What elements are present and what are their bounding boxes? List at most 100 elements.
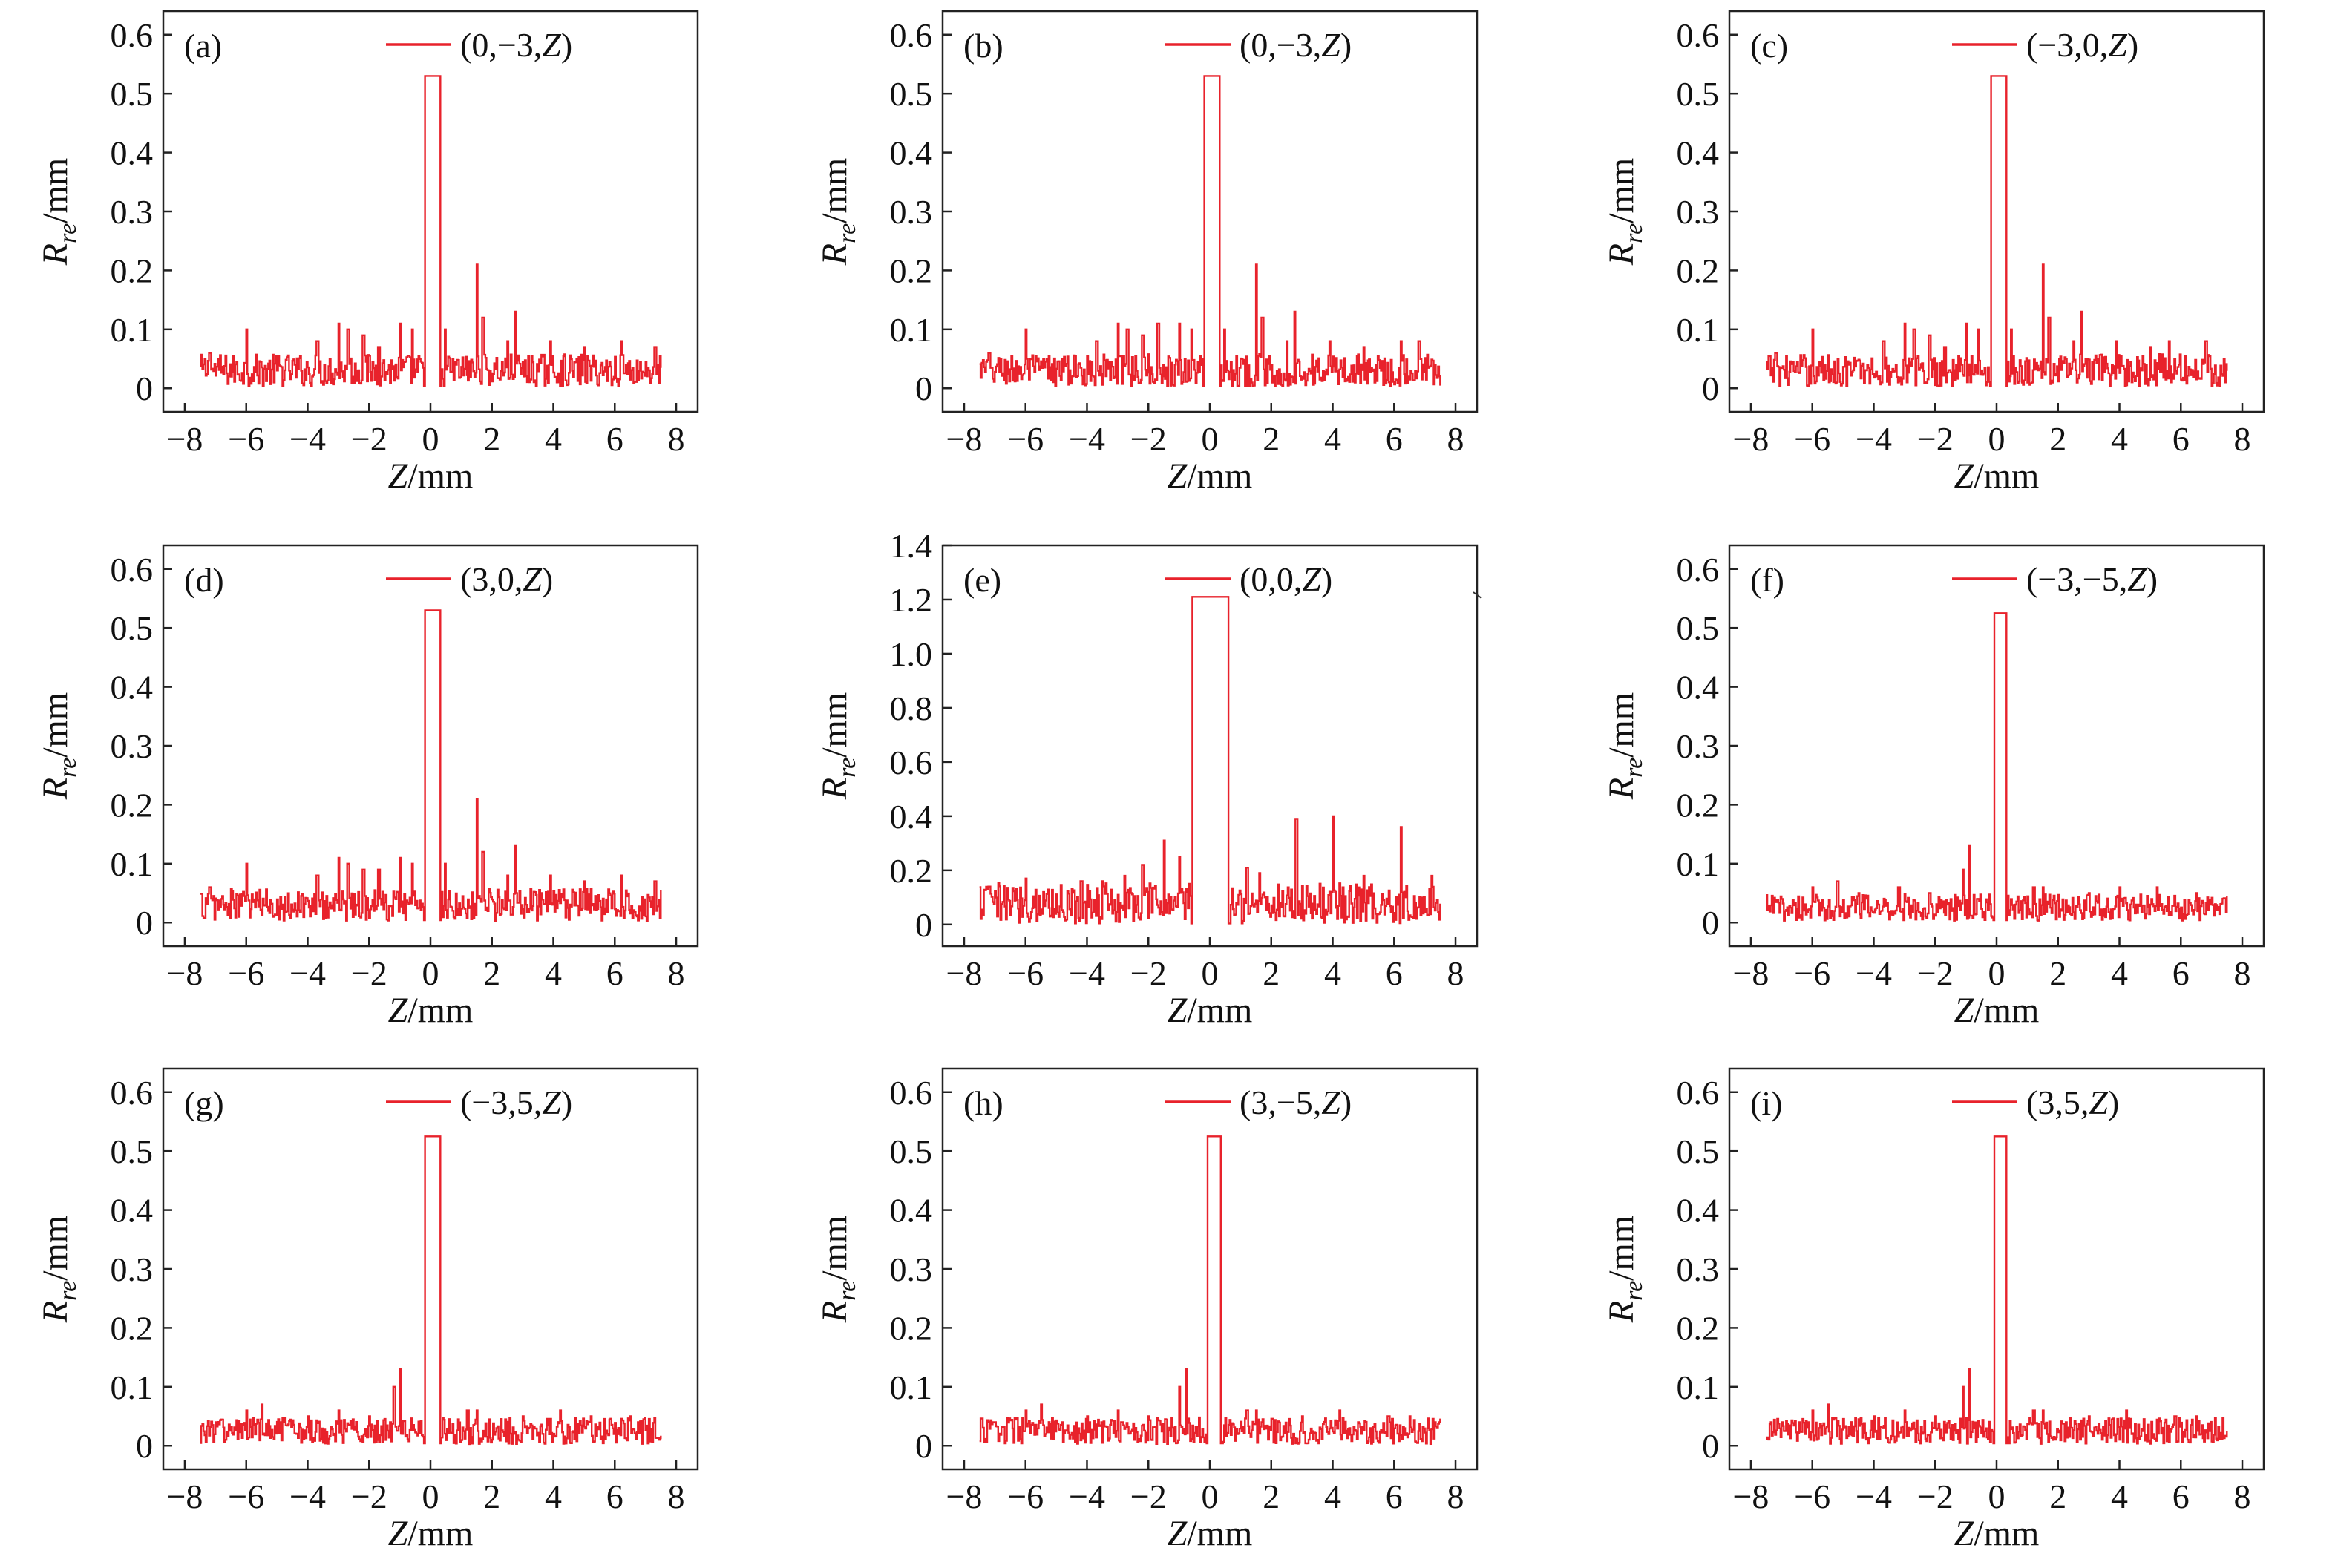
y-tick-label: 0.3	[1677, 1250, 1720, 1288]
legend-var: Z	[1321, 1083, 1340, 1121]
x-tick-label: 8	[1447, 954, 1464, 992]
y-tick-label: 0.2	[111, 1309, 154, 1347]
x-tick-label: −6	[228, 420, 264, 458]
x-tick-label: 6	[606, 954, 623, 992]
x-tick-label: −6	[1794, 420, 1830, 458]
series-line-b	[979, 75, 1441, 387]
y-axis-unit: /mm	[36, 692, 75, 758]
y-tick-label: 0.4	[1677, 134, 1720, 172]
y-tick-label: 0	[1702, 370, 1719, 407]
legend-close: )	[2147, 560, 2158, 598]
x-tick-label: 4	[2111, 420, 2128, 458]
legend-label: (3,5,Z)	[2026, 1083, 2119, 1121]
x-tick-label: 4	[545, 1477, 562, 1515]
x-tick-label: −4	[1856, 954, 1892, 992]
y-tick-label: 0.6	[111, 551, 154, 588]
x-tick-label: −6	[1007, 954, 1044, 992]
legend-var: Z	[523, 560, 542, 598]
legend-coords: (3,5,	[2026, 1083, 2089, 1121]
x-tick-label: 4	[2111, 954, 2128, 992]
x-axis-unit: /mm	[1187, 1514, 1252, 1553]
panel-b: −8 −6 −4 −2 0 2 4 6 800.10.20.30.40.50.6Z/mmRre/…	[815, 10, 1479, 496]
y-tick-label: 0.6	[890, 1074, 933, 1112]
x-tick-label: 8	[668, 954, 685, 992]
x-tick-label: 2	[483, 954, 500, 992]
x-axis-title: Z/mm	[1168, 456, 1253, 496]
y-axis-unit: /mm	[1602, 158, 1641, 223]
y-axis-var: R	[815, 243, 854, 266]
main-peak-f	[1994, 613, 2006, 922]
x-tick-label: −8	[946, 420, 982, 458]
y-axis-title: Rre/mm	[1602, 158, 1648, 266]
x-tick-label: 0	[1988, 420, 2005, 458]
x-tick-label: −8	[1732, 420, 1769, 458]
y-tick-label: 1.4	[890, 527, 933, 565]
x-axis-var: Z	[388, 991, 409, 1030]
x-tick-label: −6	[1007, 420, 1044, 458]
y-tick-label: 0.4	[111, 1192, 154, 1230]
y-tick-label: 0.5	[1677, 609, 1720, 647]
x-tick-label: −2	[351, 1477, 387, 1515]
y-tick-label: 0	[136, 370, 153, 407]
y-tick-label: 0.2	[890, 852, 933, 890]
legend-var: Z	[542, 26, 561, 64]
legend-close: )	[1340, 26, 1352, 64]
x-tick-label: 8	[2234, 954, 2251, 992]
x-axis-var: Z	[388, 456, 409, 496]
y-axis-unit: /mm	[815, 692, 854, 758]
x-tick-label: −6	[228, 954, 264, 992]
x-axis-unit: /mm	[1974, 991, 2039, 1030]
series-line-g	[200, 1135, 662, 1446]
series-line-a	[200, 75, 662, 387]
y-axis-subscript: re	[54, 223, 82, 243]
stray-mark	[1473, 591, 1482, 599]
y-tick-label: 0.4	[111, 669, 154, 706]
x-tick-label: 8	[2234, 420, 2251, 458]
y-tick-label: 0.3	[890, 193, 933, 231]
legend-var: Z	[1302, 560, 1321, 598]
y-tick-label: 0.6	[890, 16, 933, 54]
x-axis-title: Z/mm	[1168, 1514, 1253, 1553]
panel-tag: (i)	[1750, 1084, 1782, 1122]
y-tick-label: 0.6	[111, 16, 154, 54]
x-tick-label: 0	[422, 420, 439, 458]
legend-var: Z	[542, 1083, 561, 1121]
legend-close: )	[561, 26, 572, 64]
y-tick-label: 0.6	[111, 1074, 154, 1112]
y-tick-label: 0.2	[1677, 252, 1720, 289]
y-tick-label: 0	[915, 370, 932, 407]
x-tick-label: 8	[668, 1477, 685, 1515]
y-axis-unit: /mm	[1602, 692, 1641, 758]
panel-tag: (b)	[963, 27, 1003, 65]
x-tick-label: 2	[1263, 1477, 1280, 1515]
x-tick-label: 0	[1988, 1477, 2005, 1515]
x-tick-label: 6	[1386, 954, 1403, 992]
panel-g: −8 −6 −4 −2 0 2 4 6 800.10.20.30.40.50.6Z/mmRre/…	[36, 1067, 699, 1553]
legend-var: Z	[2089, 1083, 2108, 1121]
y-axis-title: Rre/mm	[815, 158, 861, 266]
x-tick-label: 0	[1202, 1477, 1219, 1515]
y-axis-var: R	[1602, 778, 1641, 800]
y-axis-unit: /mm	[36, 1216, 75, 1281]
x-tick-label: 8	[1447, 1477, 1464, 1515]
y-tick-label: 0.3	[111, 193, 154, 231]
y-tick-label: 0.4	[1677, 1192, 1720, 1230]
y-tick-label: 0.5	[1677, 75, 1720, 113]
legend-var: Z	[1321, 26, 1340, 64]
panel-tag: (e)	[963, 561, 1001, 599]
x-tick-label: 4	[1324, 954, 1341, 992]
y-tick-label: 0.6	[1677, 551, 1720, 588]
x-tick-label: −8	[166, 954, 203, 992]
x-tick-label: −4	[1856, 420, 1892, 458]
x-axis-var: Z	[1168, 456, 1188, 496]
legend-close: )	[561, 1083, 572, 1121]
panel-tag: (d)	[184, 561, 224, 599]
panel-i: −8 −6 −4 −2 0 2 4 6 800.10.20.30.40.50.6Z/mmRre/…	[1602, 1067, 2265, 1553]
x-tick-label: −2	[1130, 1477, 1167, 1515]
x-axis-unit: /mm	[407, 456, 473, 496]
series-line-i	[1766, 1135, 2228, 1445]
x-tick-label: −8	[946, 954, 982, 992]
plot-frame	[162, 10, 699, 413]
y-tick-label: 0	[136, 1427, 153, 1465]
legend-coords: (0,0,	[1240, 560, 1302, 598]
